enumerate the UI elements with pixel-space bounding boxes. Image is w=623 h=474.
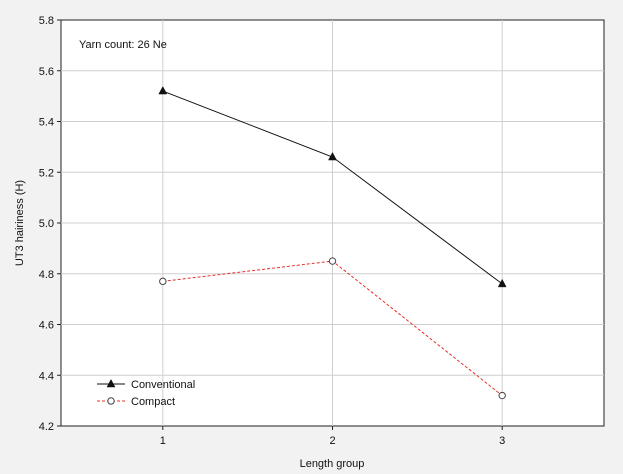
y-tick-label: 5.2 [39, 167, 54, 179]
y-tick-label: 4.2 [39, 421, 54, 433]
y-axis-ticks: 4.2 4.4 4.6 4.8 5.0 5.2 5.4 5.6 5.8 [39, 15, 61, 433]
data-point-compact [498, 391, 506, 400]
legend: Conventional Compact [97, 378, 195, 408]
series-group [158, 86, 507, 400]
x-tick-label: 3 [499, 435, 505, 447]
legend-marker-compact [107, 397, 115, 405]
legend-label-conventional: Conventional [131, 379, 195, 391]
x-tick-label: 1 [160, 435, 166, 447]
x-axis-title: Length group [300, 458, 365, 470]
annotation-yarn-count: Yarn count: 26 Ne [79, 39, 167, 51]
grid-lines [61, 20, 604, 426]
y-tick-label: 4.4 [39, 370, 54, 382]
data-point-compact [328, 257, 337, 265]
data-point-compact [159, 277, 167, 286]
data-point-conventional [158, 86, 168, 95]
y-tick-label: 5.4 [39, 117, 54, 129]
legend-marker-conventional [106, 378, 116, 388]
x-axis-ticks: 1 2 3 [160, 426, 505, 447]
data-point-conventional [497, 278, 507, 288]
y-tick-label: 4.8 [39, 269, 54, 281]
y-axis-title: UT3 hairiness (H) [14, 180, 26, 266]
data-point-conventional [328, 151, 337, 161]
y-tick-label: 5.6 [39, 66, 54, 78]
y-tick-label: 4.6 [39, 320, 54, 332]
y-tick-label: 5.0 [39, 218, 54, 230]
legend-label-compact: Compact [131, 396, 175, 408]
x-tick-label: 2 [329, 435, 335, 447]
y-tick-label: 5.8 [39, 15, 54, 27]
